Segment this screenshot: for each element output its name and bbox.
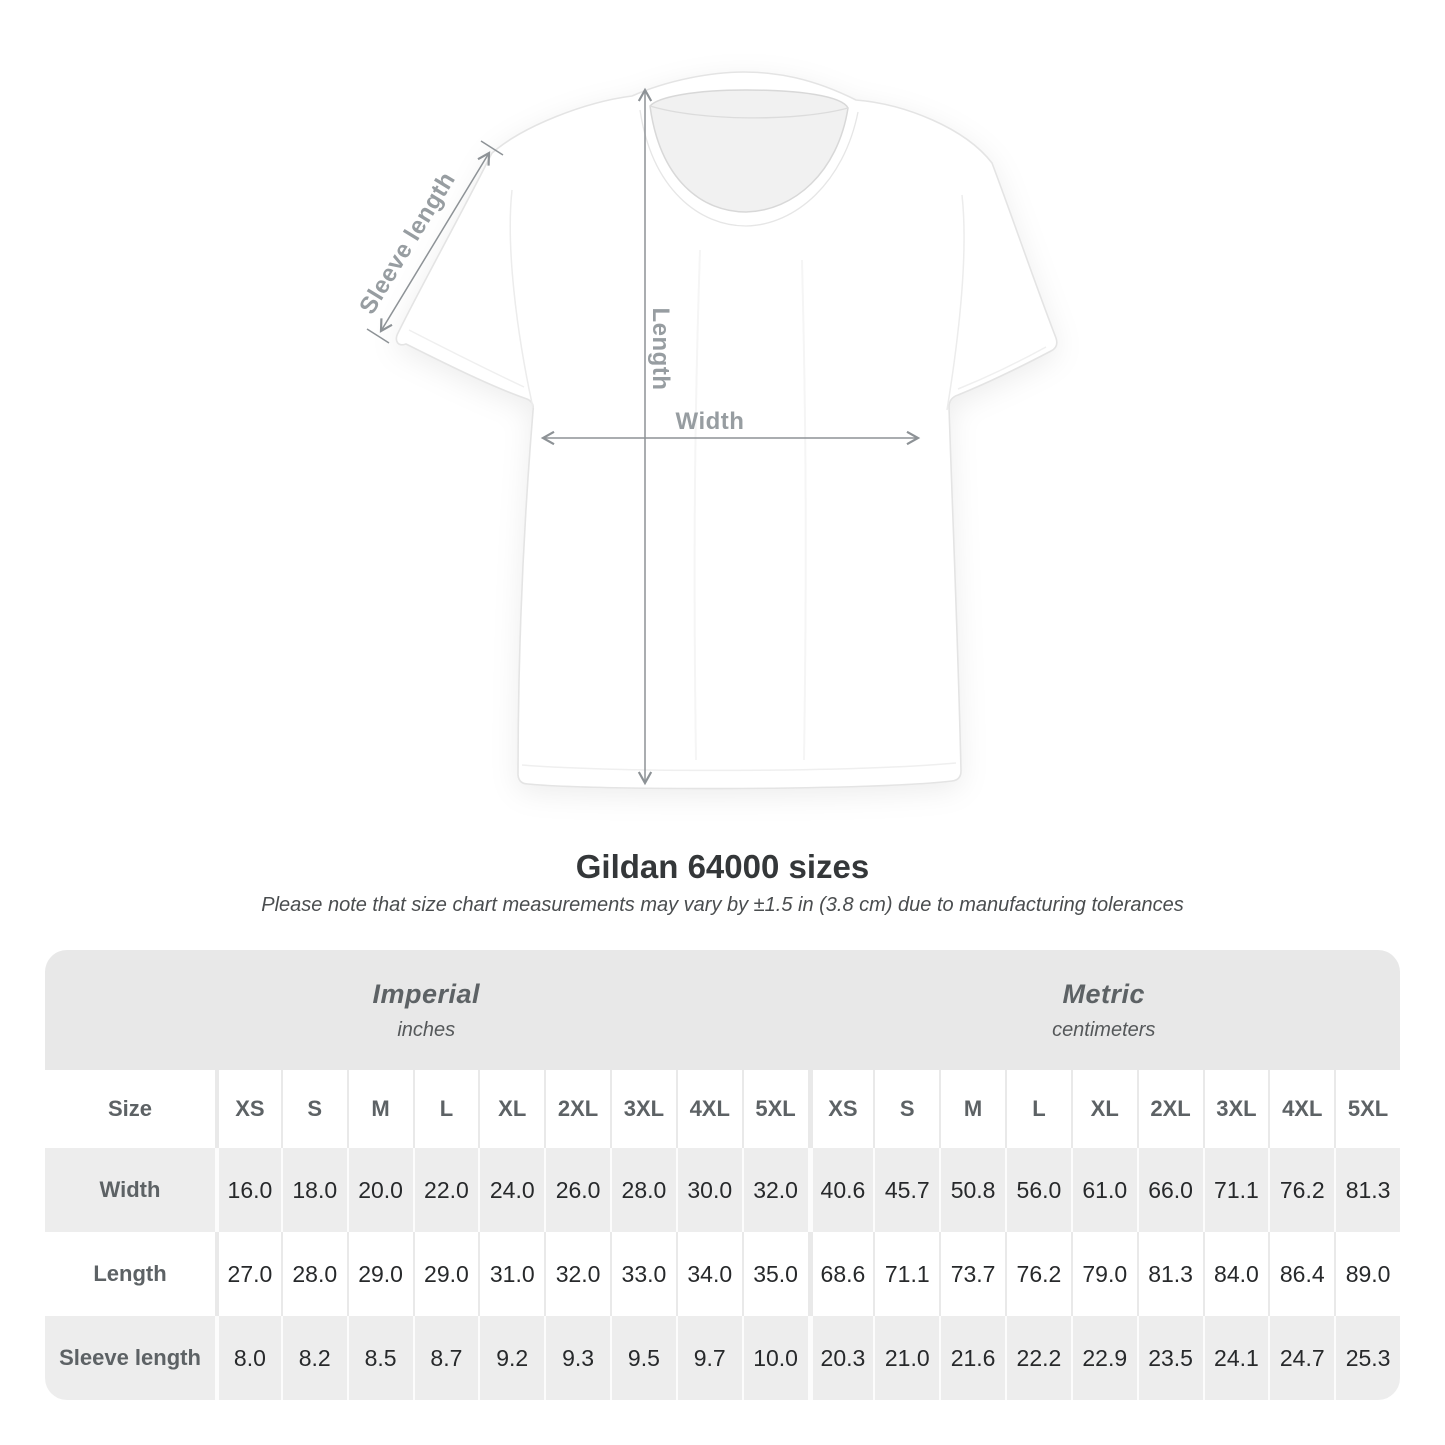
unit-group-unit: centimeters <box>1052 1018 1156 1041</box>
size-cell: S <box>873 1070 940 1148</box>
size-cell: M <box>939 1070 1005 1148</box>
value-cell: 31.0 <box>478 1232 545 1316</box>
unit-group-name: Metric <box>1062 978 1146 1009</box>
dimension-tick <box>366 328 390 344</box>
length-label: Length <box>647 308 674 391</box>
size-cell: 2XL <box>1136 1070 1203 1148</box>
size-cell: 3XL <box>610 1070 676 1148</box>
value-cell: 81.3 <box>1334 1148 1400 1232</box>
value-cell: 86.4 <box>1268 1232 1335 1316</box>
value-cell: 79.0 <box>1070 1232 1137 1316</box>
size-cell: 3XL <box>1202 1070 1269 1148</box>
width-label: Width <box>676 408 745 435</box>
value-cell: 9.5 <box>610 1316 676 1400</box>
value-cell: 84.0 <box>1202 1232 1269 1316</box>
size-cell: 5XL <box>741 1070 808 1148</box>
value-cell: 61.0 <box>1070 1148 1137 1232</box>
tshirt-diagram: Sleeve length Length Width <box>354 71 1058 790</box>
size-cell: L <box>1005 1070 1071 1148</box>
value-cell: 8.5 <box>346 1316 413 1400</box>
value-cell: 27.0 <box>215 1232 281 1316</box>
value-cell: 28.0 <box>610 1148 676 1232</box>
value-cell: 28.0 <box>280 1232 347 1316</box>
value-cell: 23.5 <box>1136 1316 1203 1400</box>
value-cell: 16.0 <box>215 1148 281 1232</box>
value-cell: 24.1 <box>1202 1316 1269 1400</box>
value-cell: 71.1 <box>1202 1148 1269 1232</box>
value-cell: 56.0 <box>1005 1148 1071 1232</box>
unit-group-metric: Metric centimeters <box>807 950 1400 1070</box>
size-cell: S <box>280 1070 347 1148</box>
row-header-sleeve-length: Sleeve length <box>45 1316 215 1400</box>
value-cell: 22.2 <box>1005 1316 1071 1400</box>
value-cell: 76.2 <box>1268 1148 1335 1232</box>
value-cell: 34.0 <box>675 1232 742 1316</box>
size-cell: 2XL <box>544 1070 610 1148</box>
value-cell: 29.0 <box>346 1232 413 1316</box>
size-cell: XS <box>807 1070 874 1148</box>
value-cell: 32.0 <box>544 1232 610 1316</box>
value-cell: 50.8 <box>939 1148 1005 1232</box>
size-cell: 4XL <box>1268 1070 1335 1148</box>
value-cell: 22.9 <box>1070 1316 1137 1400</box>
value-cell: 32.0 <box>741 1148 808 1232</box>
value-cell: 20.3 <box>807 1316 874 1400</box>
value-cell: 8.2 <box>280 1316 347 1400</box>
unit-group-unit: inches <box>397 1018 456 1041</box>
size-table: Imperial inches Metric centimeters Size … <box>45 950 1400 1400</box>
value-cell: 9.7 <box>675 1316 742 1400</box>
size-cell: XS <box>215 1070 281 1148</box>
value-cell: 9.2 <box>478 1316 545 1400</box>
tshirt-graphic <box>395 71 1058 790</box>
size-cell: XL <box>1070 1070 1137 1148</box>
value-cell: 9.3 <box>544 1316 610 1400</box>
value-cell: 8.7 <box>412 1316 479 1400</box>
value-cell: 33.0 <box>610 1232 676 1316</box>
value-cell: 10.0 <box>741 1316 808 1400</box>
value-cell: 25.3 <box>1334 1316 1400 1400</box>
page-subtitle: Please note that size chart measurements… <box>261 894 1184 916</box>
value-cell: 20.0 <box>346 1148 413 1232</box>
page-title: Gildan 64000 sizes <box>575 848 870 885</box>
size-column-header: Size <box>45 1070 215 1148</box>
value-cell: 66.0 <box>1136 1148 1203 1232</box>
value-cell: 21.0 <box>873 1316 940 1400</box>
dimension-tick <box>480 140 504 156</box>
value-cell: 24.7 <box>1268 1316 1335 1400</box>
value-cell: 73.7 <box>939 1232 1005 1316</box>
row-header-width: Width <box>45 1148 215 1232</box>
value-cell: 81.3 <box>1136 1232 1203 1316</box>
value-cell: 45.7 <box>873 1148 940 1232</box>
value-cell: 71.1 <box>873 1232 940 1316</box>
unit-group-name: Imperial <box>372 978 481 1009</box>
value-cell: 89.0 <box>1334 1232 1400 1316</box>
sleeve-length-arrow <box>379 151 491 333</box>
value-cell: 8.0 <box>215 1316 281 1400</box>
value-cell: 76.2 <box>1005 1232 1071 1316</box>
size-cell: M <box>346 1070 413 1148</box>
value-cell: 26.0 <box>544 1148 610 1232</box>
row-header-length: Length <box>45 1232 215 1316</box>
value-cell: 68.6 <box>807 1232 874 1316</box>
size-cell: L <box>412 1070 479 1148</box>
value-cell: 29.0 <box>412 1232 479 1316</box>
value-cell: 24.0 <box>478 1148 545 1232</box>
value-cell: 18.0 <box>280 1148 347 1232</box>
value-cell: 21.6 <box>939 1316 1005 1400</box>
size-cell: 4XL <box>675 1070 742 1148</box>
value-cell: 35.0 <box>741 1232 808 1316</box>
unit-group-imperial: Imperial inches <box>45 950 808 1070</box>
value-cell: 40.6 <box>807 1148 874 1232</box>
value-cell: 22.0 <box>412 1148 479 1232</box>
collar <box>649 89 849 213</box>
value-cell: 30.0 <box>675 1148 742 1232</box>
size-cell: XL <box>478 1070 545 1148</box>
size-cell: 5XL <box>1334 1070 1400 1148</box>
